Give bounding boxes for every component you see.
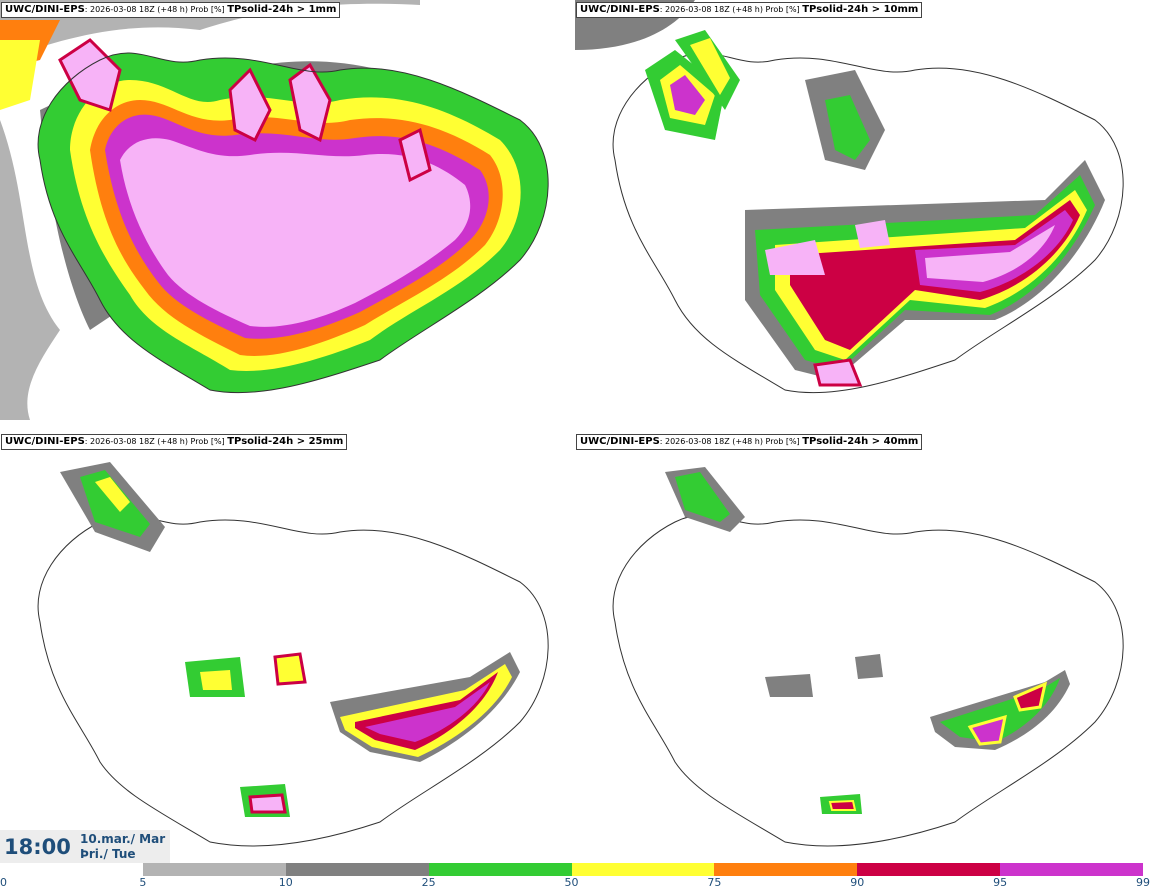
colorbar-segment bbox=[1000, 863, 1143, 876]
valid-date: 10.mar./ Mar bbox=[80, 832, 166, 846]
panel-field: TPsolid-24h > 10mm bbox=[802, 4, 919, 15]
panel-model: UWC/DINI-EPS bbox=[5, 436, 85, 447]
map-panel-25mm: UWC/DINI-EPS: 2026-03-08 18Z (+48 h) Pro… bbox=[0, 432, 575, 864]
panel-title: UWC/DINI-EPS: 2026-03-08 18Z (+48 h) Pro… bbox=[1, 2, 341, 18]
land-outline bbox=[612, 52, 1124, 394]
panel-field: TPsolid-24h > 25mm bbox=[227, 436, 344, 447]
probability-map-1mm bbox=[0, 0, 575, 432]
colorbar-segment bbox=[285, 863, 429, 876]
panel-model: UWC/DINI-EPS bbox=[580, 4, 660, 15]
colorbar-tick-label: 90 bbox=[850, 876, 865, 889]
colorbar-tick-label: 95 bbox=[993, 876, 1008, 889]
colorbar-tick-label: 99 bbox=[1136, 876, 1150, 889]
colorbar-segment bbox=[0, 863, 143, 876]
panel-field: TPsolid-24h > 40mm bbox=[802, 436, 919, 447]
shower-area bbox=[0, 120, 60, 420]
probability-map-10mm bbox=[575, 0, 1150, 432]
panel-field: TPsolid-24h > 1mm bbox=[227, 4, 337, 15]
panel-model: UWC/DINI-EPS bbox=[5, 4, 85, 15]
colorbar-tick-label: 10 bbox=[278, 876, 293, 889]
panel-title: UWC/DINI-EPS: 2026-03-08 18Z (+48 h) Pro… bbox=[576, 434, 923, 450]
panel-run: : 2026-03-08 18Z (+48 h) Prob [%] bbox=[659, 437, 803, 446]
panel-run: : 2026-03-08 18Z (+48 h) Prob [%] bbox=[659, 5, 803, 14]
colorbar-segment bbox=[428, 863, 572, 876]
land-outline bbox=[37, 514, 549, 847]
land-highprob bbox=[120, 138, 471, 327]
colorbar-tick-label: 75 bbox=[707, 876, 722, 889]
colorbar-segment bbox=[857, 863, 1001, 876]
map-panel-1mm: UWC/DINI-EPS: 2026-03-08 18Z (+48 h) Pro… bbox=[0, 0, 575, 432]
colorbar-segment bbox=[571, 863, 715, 876]
panel-run: : 2026-03-08 18Z (+48 h) Prob [%] bbox=[84, 5, 228, 14]
probability-colorbar: 0 5 10 25 50 75 90 95 99 bbox=[0, 863, 1150, 891]
colorbar-tick-label: 0 bbox=[0, 876, 7, 889]
valid-time: 18:00 bbox=[4, 835, 71, 859]
map-panel-10mm: UWC/DINI-EPS: 2026-03-08 18Z (+48 h) Pro… bbox=[575, 0, 1150, 432]
colorbar-tick-label: 50 bbox=[564, 876, 579, 889]
probability-map-25mm bbox=[0, 432, 575, 864]
colorbar-tick-label: 25 bbox=[421, 876, 436, 889]
map-panel-40mm: UWC/DINI-EPS: 2026-03-08 18Z (+48 h) Pro… bbox=[575, 432, 1150, 864]
colorbar-tick-label: 5 bbox=[139, 876, 147, 889]
probability-map-40mm bbox=[575, 432, 1150, 864]
colorbar-segment bbox=[142, 863, 286, 876]
panel-title: UWC/DINI-EPS: 2026-03-08 18Z (+48 h) Pro… bbox=[576, 2, 923, 18]
valid-weekday: Þri./ Tue bbox=[80, 847, 136, 861]
panel-model: UWC/DINI-EPS bbox=[580, 436, 660, 447]
colorbar-segment bbox=[714, 863, 858, 876]
valid-time-box: 18:00 10.mar./ Mar Þri./ Tue bbox=[0, 830, 170, 863]
panel-run: : 2026-03-08 18Z (+48 h) Prob [%] bbox=[84, 437, 228, 446]
panel-title: UWC/DINI-EPS: 2026-03-08 18Z (+48 h) Pro… bbox=[1, 434, 348, 450]
